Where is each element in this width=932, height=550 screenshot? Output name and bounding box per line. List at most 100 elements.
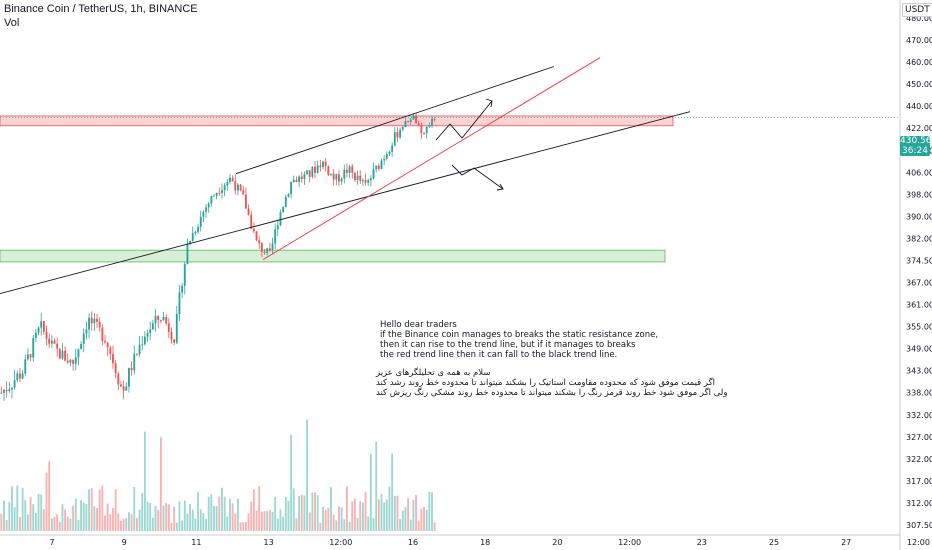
candle-body [125, 386, 128, 391]
candle-body [72, 359, 75, 364]
volume-bar [125, 518, 128, 531]
volume-bar [167, 504, 170, 531]
last-price-badge: 430.56 36:24 [900, 136, 932, 156]
volume-bar [149, 502, 152, 531]
candle-body [290, 181, 293, 195]
candle-body [170, 331, 173, 340]
volume-bar [85, 504, 88, 531]
x-tick-label: 13 [264, 538, 274, 547]
candle-body [407, 121, 410, 122]
candle-body [146, 332, 149, 337]
candle-body [8, 389, 11, 392]
candle-body [295, 179, 298, 182]
candle-body [330, 173, 332, 175]
candle-body [383, 158, 386, 161]
volume-bar [295, 518, 298, 531]
candle-body [120, 384, 122, 387]
y-tick-label: 361.00 [906, 301, 932, 310]
volume-bar [346, 486, 348, 531]
y-tick-label: 374.50 [906, 256, 932, 265]
y-tick-label: 450.00 [906, 80, 932, 89]
symbol-title: Binance Coin / TetherUS, 1h, BINANCE [4, 3, 198, 15]
candle-body [380, 160, 383, 170]
candle-body [244, 194, 247, 209]
persian-note: سلام به همه ی تحلیلگرهای عزیز اگر قیمت م… [376, 368, 728, 398]
volume-bar [425, 509, 428, 531]
candle-body [263, 251, 266, 253]
volume-bar [24, 500, 27, 531]
volume-bar [260, 511, 263, 531]
candle-body [308, 170, 311, 177]
candle-body [183, 264, 186, 286]
volume-bar [226, 516, 229, 531]
volume-bar [122, 519, 125, 531]
volume-bar [0, 513, 3, 531]
candle-body [143, 336, 146, 345]
volume-bar [242, 522, 245, 531]
candle-body [112, 354, 114, 364]
candle-body [266, 248, 269, 253]
volume-bar [364, 491, 367, 531]
candle-body [428, 125, 431, 127]
x-tick-label: 23 [697, 538, 707, 547]
note-line: if the Binance coin manages to breaks th… [380, 330, 659, 340]
candle-body [61, 350, 64, 359]
x-tick-label: 12:00 [618, 538, 641, 547]
y-tick-label: 398.00 [906, 190, 932, 199]
candle-body [425, 126, 428, 134]
candle-body [431, 118, 433, 126]
candle-body [11, 387, 13, 390]
candle-body [234, 181, 237, 191]
candle-body [282, 206, 285, 213]
candle-body [45, 331, 48, 339]
candle-body [258, 240, 261, 244]
candle-body [194, 231, 197, 234]
volume-bar [282, 516, 285, 531]
volume-bar [106, 503, 109, 531]
candle-body [369, 178, 372, 181]
volume-bar [276, 518, 279, 531]
volume-bar [40, 494, 43, 531]
upper-channel-trendline [235, 66, 555, 175]
candle-body [48, 338, 51, 344]
volume-bar [237, 498, 239, 531]
volume-bar [96, 508, 98, 531]
volume-bar [433, 522, 436, 531]
y-tick-label: 470.00 [906, 36, 932, 45]
candle-body [276, 225, 279, 230]
volume-bar [21, 487, 24, 531]
volume-bar [348, 522, 351, 531]
candle-body [346, 169, 348, 173]
volume-bar [72, 505, 75, 531]
candle-body [412, 115, 415, 120]
volume-bar [114, 489, 117, 531]
candle-body [207, 203, 210, 208]
volume-bar [11, 486, 13, 531]
y-tick-label: 367.00 [906, 279, 932, 288]
candle-body [93, 318, 96, 324]
candle-body [274, 229, 277, 244]
volume-bar [266, 511, 269, 531]
currency-button[interactable]: USDT [902, 3, 932, 17]
candle-body [162, 317, 165, 321]
candle-body [66, 360, 69, 363]
volume-bar [268, 509, 271, 531]
candle-body [364, 180, 367, 183]
volume-bar [393, 496, 396, 531]
candle-body [420, 125, 423, 134]
candle-body [399, 129, 402, 138]
volume-bar [45, 472, 48, 531]
candle-body [138, 344, 141, 355]
trend-lines [0, 57, 691, 294]
volume-bar [135, 517, 138, 531]
bull-projection-arrow [435, 100, 493, 141]
candle-body [385, 154, 388, 159]
candle-body [377, 165, 380, 170]
volume-bar [322, 506, 324, 531]
volume-bar [159, 437, 162, 531]
volume-bar [407, 498, 410, 531]
volume-bar [385, 499, 388, 531]
volume-bar [143, 431, 146, 531]
